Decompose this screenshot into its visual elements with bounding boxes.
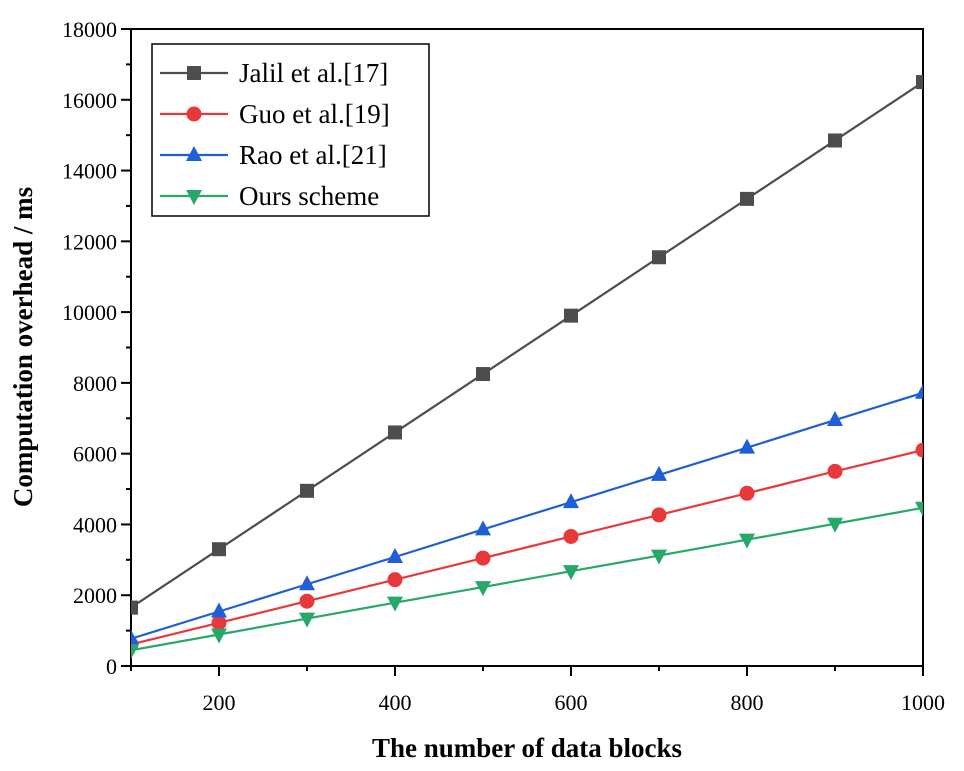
data-point bbox=[387, 548, 403, 564]
legend-marker bbox=[186, 190, 202, 205]
data-point bbox=[131, 600, 138, 615]
data-point bbox=[476, 367, 490, 382]
legend-marker bbox=[186, 106, 202, 122]
y-tick-label: 4000 bbox=[73, 512, 117, 537]
y-tick-label: 10000 bbox=[62, 300, 117, 325]
data-point bbox=[387, 596, 403, 612]
legend: Jalil et al.[17] Guo et al.[19] Rao et al.… bbox=[151, 43, 430, 217]
y-axis-title: Computation overhead / ms bbox=[8, 187, 38, 507]
series-2 bbox=[131, 442, 923, 652]
y-tick-label: 6000 bbox=[73, 442, 117, 467]
legend-item: Guo et al.[19] bbox=[160, 99, 390, 129]
y-tick-label: 16000 bbox=[62, 88, 117, 113]
series-line bbox=[131, 81, 923, 609]
data-point bbox=[211, 602, 227, 618]
data-point bbox=[651, 465, 667, 481]
data-point bbox=[211, 615, 227, 631]
data-point bbox=[564, 308, 578, 323]
series-4 bbox=[131, 501, 923, 660]
data-point bbox=[915, 383, 923, 399]
legend-label: Ours scheme bbox=[239, 181, 379, 211]
data-point bbox=[827, 517, 843, 533]
series-line bbox=[131, 449, 923, 646]
y-tick-label: 18000 bbox=[62, 17, 117, 42]
data-point bbox=[915, 442, 923, 458]
x-axis-title: The number of data blocks bbox=[372, 733, 682, 763]
legend-marker bbox=[187, 66, 201, 80]
legend-marker bbox=[186, 146, 202, 161]
legend-label: Rao et al.[21] bbox=[239, 140, 387, 170]
data-point bbox=[131, 644, 139, 660]
data-point bbox=[827, 463, 843, 479]
legend-label: Jalil et al.[17] bbox=[239, 58, 388, 88]
series-3 bbox=[131, 383, 923, 645]
x-tick-label: 600 bbox=[555, 690, 588, 715]
data-point bbox=[739, 485, 755, 501]
data-point bbox=[652, 250, 666, 265]
data-point bbox=[299, 593, 315, 609]
y-tick-label: 8000 bbox=[73, 371, 117, 396]
series-1 bbox=[131, 75, 923, 615]
series-line bbox=[131, 506, 923, 652]
y-tick-label: 12000 bbox=[62, 229, 117, 254]
data-point bbox=[387, 572, 403, 588]
data-point bbox=[299, 612, 315, 628]
legend-item: Jalil et al.[17] bbox=[160, 58, 388, 88]
y-axis-ticks: 0 2000 4000 6000 8000 10000 12000 14000 16000 180… bbox=[62, 17, 131, 679]
x-tick-label: 800 bbox=[731, 690, 764, 715]
data-point bbox=[299, 575, 315, 591]
y-tick-label: 14000 bbox=[62, 159, 117, 184]
legend-label: Guo et al.[19] bbox=[239, 99, 390, 129]
data-point bbox=[916, 75, 923, 90]
data-point bbox=[563, 528, 579, 544]
data-point bbox=[475, 520, 491, 536]
legend-item: Rao et al.[21] bbox=[160, 140, 387, 170]
series-line bbox=[131, 391, 923, 640]
data-point bbox=[739, 438, 755, 454]
data-point bbox=[212, 542, 226, 557]
x-tick-label: 200 bbox=[203, 690, 236, 715]
legend-item: Ours scheme bbox=[160, 181, 379, 211]
data-point bbox=[651, 549, 667, 565]
data-point bbox=[828, 133, 842, 148]
y-tick-label: 0 bbox=[106, 654, 117, 679]
data-point bbox=[739, 533, 755, 549]
data-point bbox=[211, 628, 227, 644]
data-point bbox=[827, 411, 843, 427]
data-point bbox=[300, 483, 314, 498]
data-point bbox=[563, 493, 579, 509]
data-point bbox=[475, 581, 491, 597]
data-point bbox=[915, 501, 923, 517]
data-point bbox=[563, 565, 579, 581]
data-point bbox=[651, 507, 667, 523]
x-tick-label: 1000 bbox=[901, 690, 945, 715]
data-point bbox=[740, 191, 754, 206]
data-point bbox=[131, 629, 139, 645]
y-tick-label: 2000 bbox=[73, 583, 117, 608]
data-point bbox=[388, 425, 402, 440]
x-tick-label: 400 bbox=[379, 690, 412, 715]
series-layer bbox=[131, 75, 923, 660]
x-axis-ticks: 200 400 600 800 1000 bbox=[130, 666, 945, 715]
data-point bbox=[475, 550, 491, 566]
